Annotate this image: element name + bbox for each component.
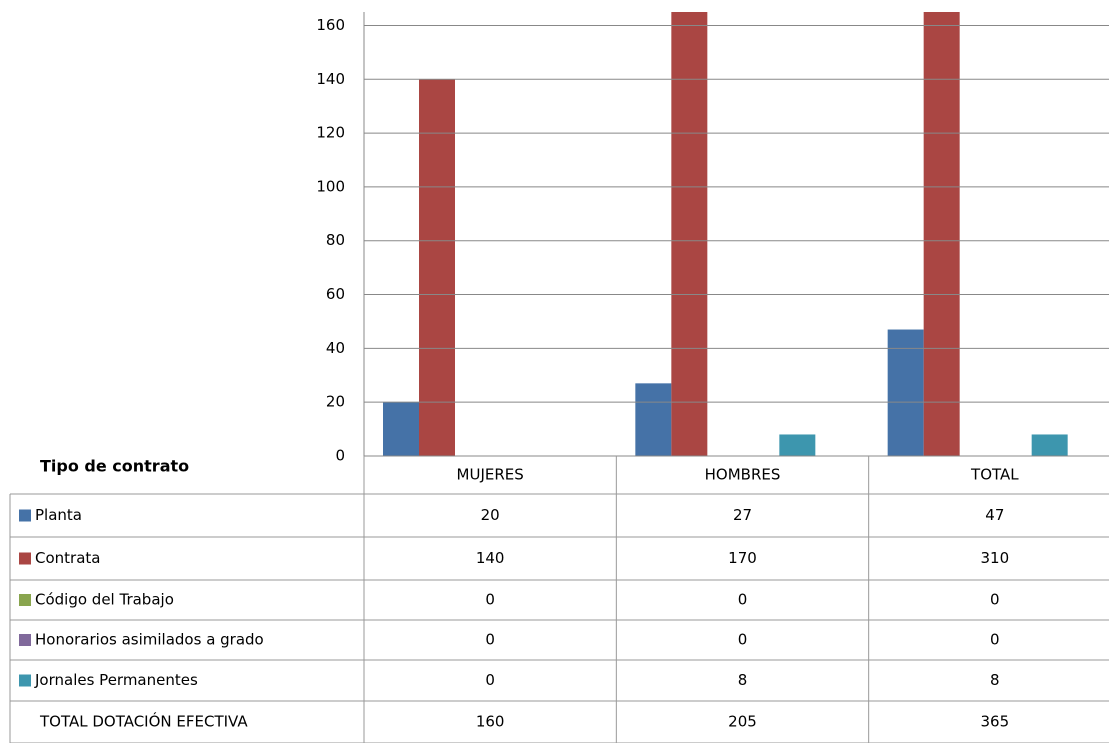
bar xyxy=(383,402,419,456)
x-tick-label: TOTAL xyxy=(970,466,1019,484)
legend-label: Jornales Permanentes xyxy=(34,671,198,689)
legend-label: Honorarios asimilados a grado xyxy=(35,631,264,649)
legend-swatch xyxy=(19,552,31,565)
x-tick-label: MUJERES xyxy=(457,466,524,484)
bar xyxy=(887,329,924,456)
table-value: 0 xyxy=(990,591,1000,609)
table-value: 0 xyxy=(485,671,495,689)
table-title: Tipo de contrato xyxy=(40,457,189,476)
table-value: 310 xyxy=(981,549,1010,567)
bar xyxy=(635,383,672,456)
legend-swatch xyxy=(19,594,31,606)
x-tick-label: HOMBRES xyxy=(705,466,781,484)
y-tick-label: 60 xyxy=(326,285,345,303)
y-tick-label: 20 xyxy=(326,393,345,411)
y-tick-label: 140 xyxy=(316,70,345,88)
table-value: 160 xyxy=(476,713,505,731)
table-value: 27 xyxy=(733,506,752,524)
table-value: 170 xyxy=(728,549,757,567)
legend-swatch xyxy=(19,509,31,522)
table-value: 20 xyxy=(481,506,500,524)
y-tick-label: 80 xyxy=(326,231,345,249)
legend-label: Contrata xyxy=(35,549,100,567)
table-value: 8 xyxy=(990,671,1000,689)
legend-label: Código del Trabajo xyxy=(35,591,174,609)
y-tick-label: 160 xyxy=(316,16,345,34)
y-tick-label: 120 xyxy=(316,124,345,142)
plot-area xyxy=(383,12,1068,456)
y-tick-label: 100 xyxy=(316,177,345,195)
bar xyxy=(671,12,708,456)
y-tick-label: 0 xyxy=(335,447,345,465)
table-value: 205 xyxy=(728,713,757,731)
table-value: 365 xyxy=(981,713,1010,731)
y-tick-label: 40 xyxy=(326,339,345,357)
legend-label: Planta xyxy=(35,506,82,524)
legend-swatch xyxy=(19,634,31,646)
row-label: TOTAL DOTACIÓN EFECTIVA xyxy=(39,712,248,731)
bar xyxy=(779,434,816,456)
table-value: 8 xyxy=(738,671,748,689)
table-value: 0 xyxy=(485,591,495,609)
table-value: 0 xyxy=(738,631,748,649)
table-value: 0 xyxy=(738,591,748,609)
table-value: 140 xyxy=(476,549,505,567)
bar xyxy=(1031,434,1068,456)
table-value: 0 xyxy=(485,631,495,649)
legend-swatch xyxy=(19,674,31,687)
table-value: 0 xyxy=(990,631,1000,649)
table-value: 47 xyxy=(985,506,1004,524)
bar xyxy=(419,79,455,456)
bar xyxy=(923,12,960,456)
